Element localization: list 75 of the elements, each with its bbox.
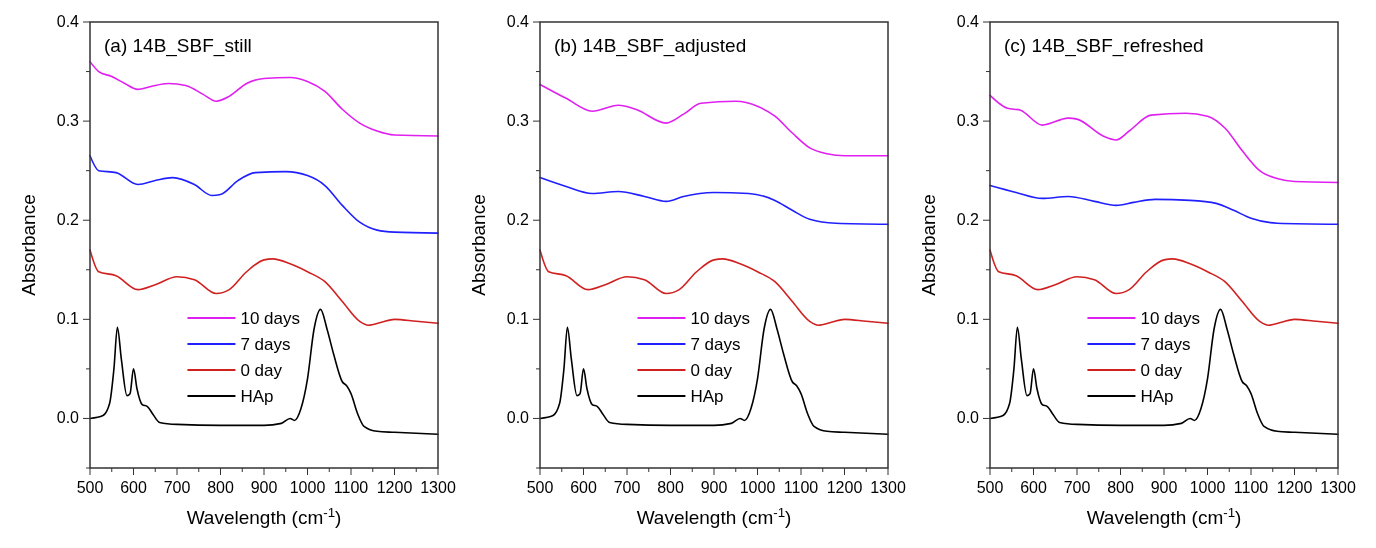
y-axis-title: Absorbance	[918, 194, 939, 296]
x-tick-label: 600	[1020, 479, 1047, 496]
legend-label: HAp	[690, 387, 724, 406]
y-tick-label: 0.3	[956, 112, 980, 130]
line-series	[539, 249, 889, 327]
x-tick-label: 800	[1107, 479, 1134, 496]
legend-label: 10 days	[240, 309, 300, 328]
line-series	[539, 83, 889, 157]
x-tick-label: 1300	[1320, 479, 1356, 496]
x-tick-label: 900	[700, 479, 728, 496]
x-axis-title: Wavelength (cm$^{-1}$)	[636, 504, 792, 528]
x-tick-label: 1000	[1189, 479, 1226, 496]
legend-label: 7 days	[690, 335, 741, 354]
y-tick-label: 0.4	[56, 13, 80, 30]
legend-label: 0 day	[240, 361, 283, 380]
y-tick-label: 0.3	[56, 112, 80, 130]
y-tick-label: 0.1	[506, 310, 530, 328]
x-axis-title: Wavelength (cm$^{-1}$)	[186, 504, 342, 528]
y-tick-label: 0.4	[506, 13, 530, 30]
text: (a) 14B_SBF_still	[104, 35, 252, 57]
x-tick-label: 1200	[1276, 479, 1313, 496]
legend-label: 7 days	[1140, 335, 1191, 354]
x-tick-label: 1200	[826, 479, 863, 496]
x-tick-label: 500	[976, 479, 1004, 496]
y-tick-label: 0.3	[506, 112, 530, 130]
x-tick-label: 1000	[289, 479, 326, 496]
x-tick-label: 600	[120, 479, 147, 496]
line-series	[89, 60, 439, 137]
x-tick-label: 1100	[1233, 479, 1269, 496]
line-series	[89, 155, 439, 234]
x-tick-label: 800	[207, 479, 234, 496]
line-series	[539, 308, 889, 436]
legend-label: 10 days	[1140, 309, 1200, 328]
text: (c) 14B_SBF_refreshed	[1004, 35, 1204, 57]
x-tick-label: 900	[250, 479, 278, 496]
text: (b) 14B_SBF_adjusted	[554, 35, 747, 57]
line-series	[89, 249, 439, 327]
line-series	[539, 176, 889, 225]
x-tick-label: 900	[1150, 479, 1178, 496]
x-tick-label: 500	[76, 479, 104, 496]
x-tick-label: 1100	[783, 479, 819, 496]
y-tick-label: 0.0	[506, 409, 530, 427]
x-tick-label: 1200	[376, 479, 413, 496]
legend-label: 0 day	[1140, 361, 1183, 380]
x-tick-label: 500	[526, 479, 554, 496]
x-tick-label: 700	[1063, 479, 1091, 496]
legend-label: HAp	[1140, 387, 1174, 406]
x-tick-label: 700	[613, 479, 641, 496]
y-axis-title: Absorbance	[18, 194, 39, 296]
legend-label: 10 days	[690, 309, 750, 328]
y-tick-label: 0.1	[56, 310, 80, 328]
x-tick-label: 1300	[420, 479, 456, 496]
line-series	[989, 308, 1339, 436]
y-axis-title: Absorbance	[468, 194, 489, 296]
y-tick-label: 0.4	[956, 13, 980, 30]
legend-label: 0 day	[690, 361, 733, 380]
x-tick-label: 700	[163, 479, 191, 496]
legend-label: 7 days	[240, 335, 291, 354]
line-series	[989, 94, 1339, 184]
line-series	[989, 249, 1339, 327]
x-tick-label: 1300	[870, 479, 906, 496]
y-tick-label: 0.0	[56, 409, 80, 427]
x-tick-label: 600	[570, 479, 597, 496]
x-axis-title: Wavelength (cm$^{-1}$)	[1086, 504, 1242, 528]
line-series	[89, 308, 439, 436]
x-tick-label: 1000	[739, 479, 776, 496]
legend-label: HAp	[240, 387, 274, 406]
x-tick-label: 1100	[333, 479, 369, 496]
y-tick-label: 0.2	[506, 211, 530, 229]
y-tick-label: 0.2	[56, 211, 80, 229]
y-tick-label: 0.2	[956, 211, 980, 229]
line-series	[989, 184, 1339, 225]
x-tick-label: 800	[657, 479, 684, 496]
y-tick-label: 0.0	[956, 409, 980, 427]
y-tick-label: 0.1	[956, 310, 980, 328]
